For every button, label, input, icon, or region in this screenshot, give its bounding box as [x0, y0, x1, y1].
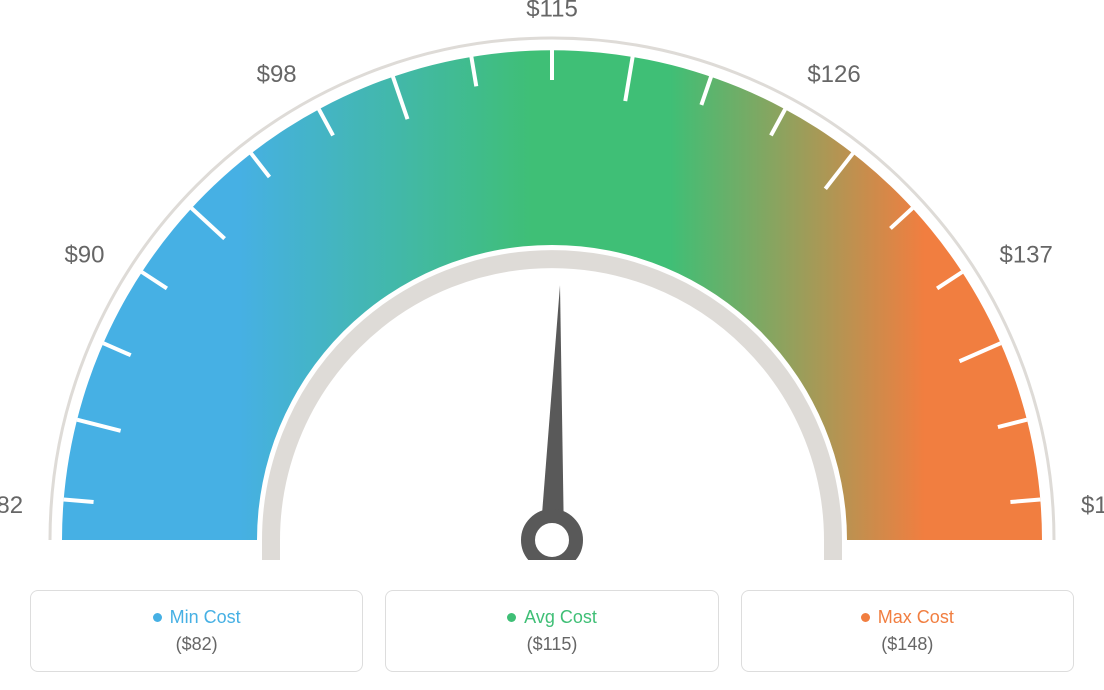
- legend-area: Min Cost ($82) Avg Cost ($115) Max Cost …: [0, 586, 1104, 676]
- gauge-tick-label: $82: [0, 492, 23, 519]
- gauge-tick-label: $90: [64, 241, 104, 268]
- legend-label-min: Min Cost: [170, 607, 241, 628]
- cost-gauge-chart: $82 $90 $98 $115 $126 $137 $148 Min Cost ($82)…: [0, 0, 1104, 690]
- legend-value-min: ($82): [176, 634, 218, 655]
- gauge-tick: [1010, 500, 1040, 502]
- legend-label-avg: Avg Cost: [524, 607, 597, 628]
- gauge-needle-hub: [528, 516, 576, 560]
- legend-dot-max: [861, 613, 870, 622]
- gauge-area: $82 $90 $98 $115 $126 $137 $148: [0, 0, 1104, 560]
- gauge-tick-label: $148: [1081, 492, 1104, 519]
- legend-dot-min: [153, 613, 162, 622]
- legend-card-min: Min Cost ($82): [30, 590, 363, 672]
- legend-value-avg: ($115): [527, 634, 578, 655]
- gauge-svg: $82 $90 $98 $115 $126 $137 $148: [0, 0, 1104, 560]
- gauge-tick: [64, 500, 94, 502]
- gauge-tick-label: $115: [526, 0, 578, 22]
- legend-card-max: Max Cost ($148): [741, 590, 1074, 672]
- legend-dot-avg: [507, 613, 516, 622]
- legend-card-avg: Avg Cost ($115): [385, 590, 718, 672]
- gauge-tick-label: $126: [807, 61, 860, 88]
- gauge-tick-label: $98: [257, 61, 297, 88]
- gauge-needle: [540, 285, 564, 540]
- legend-label-max: Max Cost: [878, 607, 954, 628]
- gauge-tick-label: $137: [999, 241, 1052, 268]
- legend-value-max: ($148): [881, 634, 933, 655]
